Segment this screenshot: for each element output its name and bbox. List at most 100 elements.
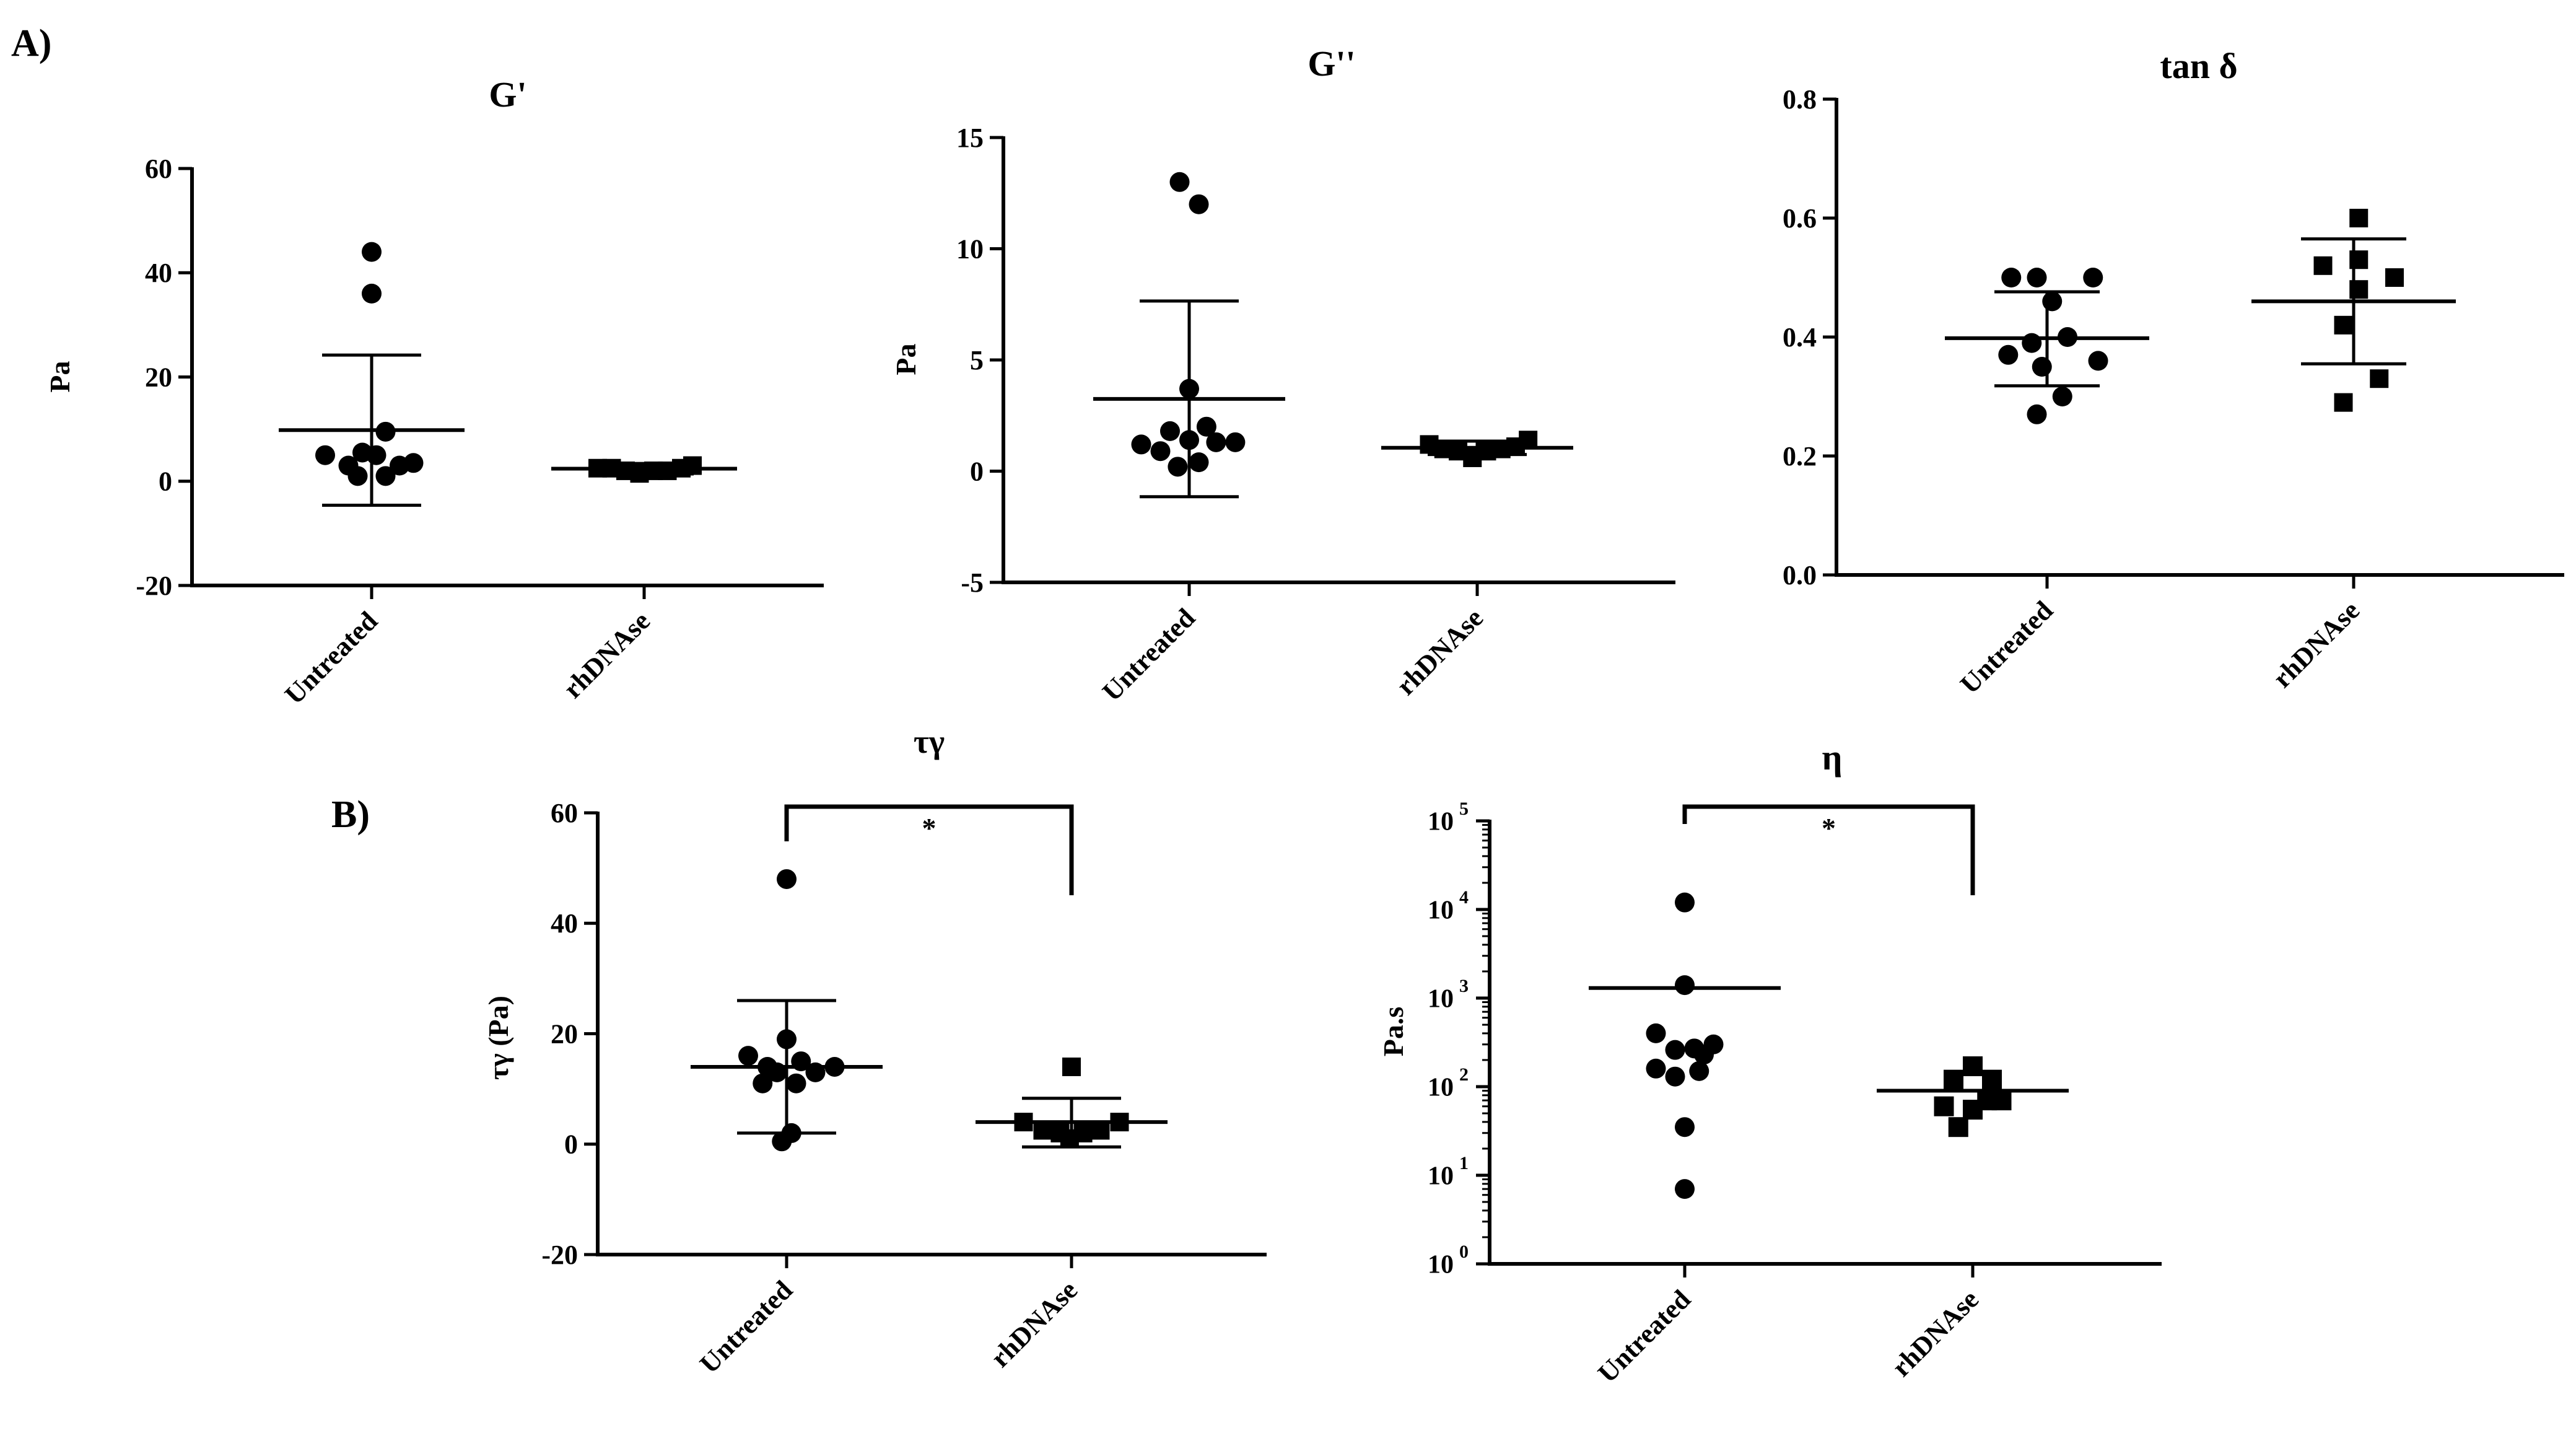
data-point [1646,1058,1666,1079]
data-point [2052,387,2072,406]
data-point [1998,344,2019,365]
y-tick-label: 20 [145,362,172,392]
x-tick-label: Untreated [694,1274,798,1379]
data-point [1225,432,1246,452]
chart-title: G' [489,74,526,115]
y-tick-label: -20 [541,1240,578,1270]
data-point [1062,1057,1081,1076]
chart-title: tan δ [2160,46,2237,86]
data-point [1179,379,1199,399]
x-tick-label: rhDNAse [985,1274,1083,1373]
y-tick-label: 0.0 [1783,560,1817,590]
data-point [362,242,382,262]
x-tick-label: Untreated [1592,1284,1696,1388]
x-tick-label: Untreated [279,605,383,710]
data-point [1675,975,1695,996]
data-point [772,1131,792,1152]
y-tick-label: 5 [970,345,984,375]
x-tick-label: rhDNAse [2267,595,2365,693]
y-tick-label-exponent: 2 [1459,1064,1469,1085]
chart-gdoubleprime: G'' Pa -5 0 5 10 15 Untreated rhDNAse [890,43,1675,707]
data-point [777,1029,797,1050]
data-point [1675,1179,1695,1199]
y-tick-label-base: 10 [1428,984,1454,1013]
data-point [2334,393,2353,412]
data-point [1934,1096,1954,1116]
data-point [2032,357,2052,377]
significance-marker: * [922,812,937,844]
data-point [1060,1129,1079,1148]
panel-label-a: A) [11,22,51,64]
data-point [1675,892,1695,913]
y-tick-label-base: 10 [1428,1073,1454,1102]
data-point [824,1056,845,1077]
x-tick-label: Untreated [1954,595,2059,699]
data-point [777,869,797,889]
data-point [1160,421,1180,441]
data-point [1675,1117,1695,1137]
data-point [362,283,382,304]
y-tick-label: -5 [961,568,984,598]
data-point [683,456,702,475]
data-point [1014,1113,1033,1132]
y-tick-label: 0 [564,1129,578,1160]
y-tick-label: 20 [551,1019,578,1049]
data-point [786,1073,806,1093]
y-axis-label: Pa [890,343,922,375]
data-point [347,466,368,486]
data-point [315,445,335,465]
data-point [753,1073,773,1093]
data-point [2001,268,2022,287]
data-point [366,445,386,465]
y-tick-label: 0.4 [1783,322,1817,353]
data-point [1196,416,1216,437]
data-point [375,421,396,442]
data-point [738,1046,758,1066]
data-point [2027,268,2047,287]
x-tick-label: rhDNAse [1886,1284,1984,1382]
data-point [1110,1113,1129,1132]
y-tick-label-base: 10 [1428,896,1454,924]
y-tick-label-base: 10 [1428,1250,1454,1279]
data-point [1665,1066,1685,1087]
y-tick-label: 0 [159,467,172,497]
data-point [2083,268,2103,287]
chart-taugamma: τγ τγ (Pa) -20 0 20 40 60 Untreated rhDNAse * [482,723,1267,1379]
y-tick-label-exponent: 3 [1459,976,1469,996]
data-point [1519,431,1538,450]
data-point [1169,172,1190,192]
data-point [1646,1023,1666,1043]
data-point [2313,256,2333,275]
y-axis-label: τγ (Pa) [482,996,514,1080]
significance-marker: * [1822,812,1836,844]
y-tick-label-base: 10 [1428,807,1454,836]
y-tick-label: 10 [956,234,984,264]
data-point [1179,430,1199,450]
data-point [1963,1056,1983,1077]
data-point [1948,1117,1968,1137]
y-tick-label: 15 [956,123,984,153]
y-tick-label: 0.8 [1783,84,1817,115]
y-tick-label: 60 [145,154,172,184]
x-tick-label: rhDNAse [557,605,656,704]
data-point [1168,457,1188,477]
data-point [2385,268,2404,287]
x-tick-label: Untreated [1096,602,1201,707]
data-point [375,466,396,486]
data-point [2027,404,2047,424]
data-point [2042,291,2063,312]
data-point [2334,315,2353,335]
data-point [2022,333,2042,353]
data-point [2088,351,2108,371]
data-point [2349,280,2369,299]
data-point [1689,1061,1709,1081]
data-point [1091,1121,1110,1140]
significance-bracket [1682,804,1975,895]
data-point [1694,1045,1714,1065]
y-tick-label-base: 10 [1428,1162,1454,1190]
data-point [2349,209,2369,227]
y-axis-label: Pa.s [1378,1007,1409,1057]
data-point [403,453,424,473]
